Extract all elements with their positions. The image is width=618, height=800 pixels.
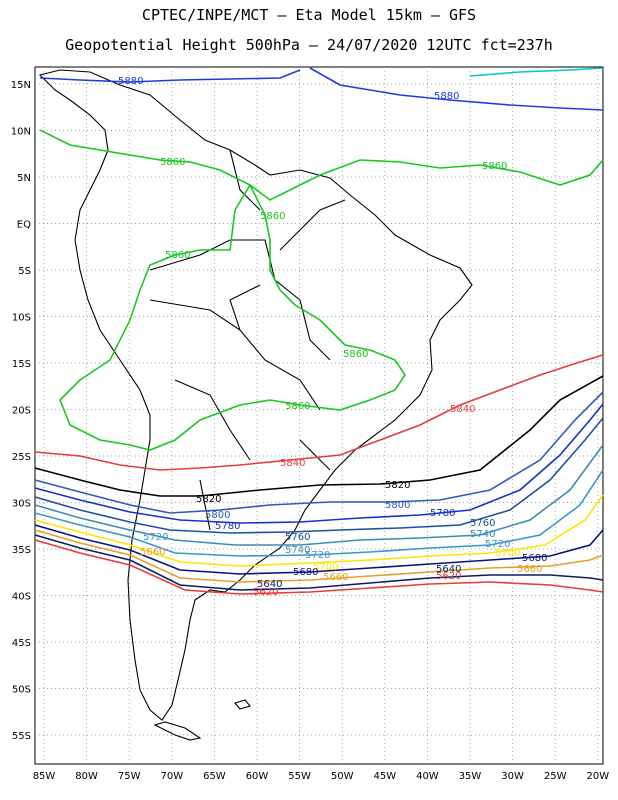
contour-5900 [469,67,604,77]
map-subtitle: Geopotential Height 500hPa – 24/07/2020 … [65,36,553,54]
label-5720-b: 5720 [143,532,168,543]
contour-5700 [34,494,604,567]
label-5660-a: 5660 [517,564,542,575]
latitude-tick-label: 15S [12,359,31,370]
label-5720-a: 5720 [485,539,510,550]
longitude-tick-label: 80W [75,771,98,782]
label-5880-b: 5880 [434,91,459,102]
label-5840-b: 5840 [280,458,305,469]
label-5700-a: 5700 [495,548,520,559]
label-5840-a: 5840 [450,404,475,415]
label-5620-b: 5620 [253,587,278,598]
label-5620-a: 5620 [436,571,461,582]
contour-5760 [34,417,604,534]
latitude-tick-label: 20S [12,406,31,417]
contour-5780 [34,403,604,524]
label-5660-c: 5660 [323,572,348,583]
latitude-tick-label: 25S [12,452,31,463]
longitude-tick-label: 40W [416,771,439,782]
latitude-tick-label: 50S [12,685,31,696]
label-5760-a: 5760 [470,518,495,529]
latitude-tick-label: 5N [17,173,31,184]
contour-5640 [34,534,604,591]
south-america-outline [38,69,473,721]
latitude-tick-label: 45S [12,638,31,649]
tierra-del-fuego [153,721,202,741]
label-5820-b: 5820 [196,494,221,505]
longitude-tick-label: 50W [331,771,354,782]
latitude-tick-label: 55S [12,731,31,742]
latitude-tick-label: EQ [17,220,31,231]
label-5640-a: 5640 [436,564,461,575]
longitude-tick-label: 25W [544,771,567,782]
longitude-tick-label: 55W [288,771,311,782]
longitude-tick-label: 20W [586,771,609,782]
falkland-islands [234,699,251,710]
contour-5680 [34,524,604,575]
latitude-tick-label: 35S [12,545,31,556]
label-5780-b: 5780 [215,521,240,532]
coastline [38,69,473,741]
label-5740-a: 5740 [470,529,495,540]
longitude-tick-label: 35W [459,771,482,782]
latitude-tick-label: 15N [11,80,31,91]
label-5800-b: 5800 [205,510,230,521]
contour-5620 [34,539,604,595]
contour-5800 [34,391,604,514]
label-5680-b: 5680 [293,567,318,578]
axis-ticks: 15N 10N 5N EQ 5S 10S 15S 20S 25S 30S 35S 40S 45S 50S 5… [11,80,609,782]
label-5740-b: 5740 [285,545,310,556]
contour-5660 [34,529,604,583]
label-5860-b: 5860 [482,161,507,172]
longitude-tick-label: 30W [501,771,524,782]
label-5760-b: 5760 [285,532,310,543]
label-5780-a: 5780 [430,508,455,519]
latitude-tick-label: 10N [11,127,31,138]
label-5660-b: 5660 [140,547,165,558]
longitude-tick-label: 85W [33,771,56,782]
label-5860-e: 5860 [343,349,368,360]
longitude-tick-label: 75W [118,771,141,782]
contour-5860 [39,129,604,451]
label-5720-c: 5720 [305,550,330,561]
label-5860-f: 5860 [285,401,310,412]
label-5640-b: 5640 [257,579,282,590]
contour-5820 [34,375,604,497]
contour-5740 [34,444,604,546]
latitude-tick-label: 5S [18,266,31,277]
latitude-tick-label: 30S [12,499,31,510]
longitude-tick-label: 45W [373,771,396,782]
contour-5720 [34,469,604,557]
label-5700-b: 5700 [313,562,338,573]
latitude-tick-label: 40S [12,592,31,603]
graticule [35,67,603,764]
label-5680-a: 5680 [522,553,547,564]
label-5880-a: 5880 [118,76,143,87]
contour-5840 [34,354,604,471]
contour-5880-north [39,67,604,111]
label-5860-c: 5860 [260,211,285,222]
map-title: CPTEC/INPE/MCT – Eta Model 15km – GFS [141,6,477,24]
longitude-tick-label: 60W [246,771,269,782]
label-5860-d: 5860 [165,250,190,261]
map-frame [34,66,604,765]
longitude-tick-label: 70W [160,771,183,782]
longitude-tick-label: 65W [203,771,226,782]
label-5820-a: 5820 [385,480,410,491]
height-contours [34,67,604,595]
latitude-tick-label: 10S [12,313,31,324]
label-5860-a: 5860 [160,157,185,168]
contour-labels: 5880 5880 5860 5860 5860 5860 5860 5860 … [118,76,547,598]
label-5800-a: 5800 [385,500,410,511]
